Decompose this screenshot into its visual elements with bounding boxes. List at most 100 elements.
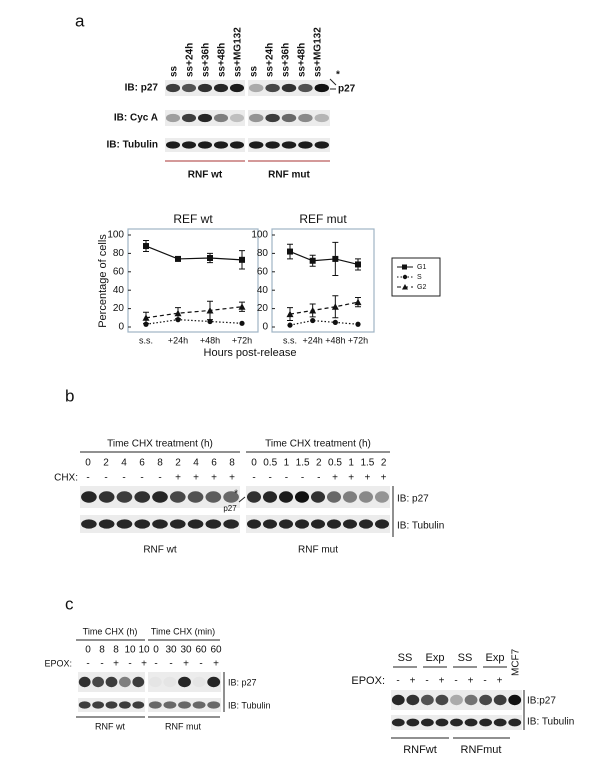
y-tick-label: 20 (257, 303, 269, 314)
group-label: RNF wt (143, 545, 177, 556)
legend-label: S (417, 274, 422, 281)
y-tick-label: 80 (113, 248, 125, 259)
chart-title: REF mut (299, 212, 347, 226)
group-label: RNFmut (461, 744, 502, 756)
band-label: p27 (223, 504, 237, 513)
blot-band (358, 491, 374, 503)
point (175, 255, 181, 262)
blot-band (116, 491, 133, 503)
legend-marker (402, 264, 407, 270)
y-tick-label: 40 (257, 285, 269, 296)
point (355, 261, 361, 268)
legend-marker (402, 284, 408, 290)
lane-label: ss (169, 65, 180, 77)
blot-band (464, 694, 478, 706)
y-tick-label: 100 (251, 230, 268, 241)
point (332, 255, 339, 262)
condition-label: Exp (486, 652, 505, 664)
blot-band (281, 83, 297, 93)
blot-band (406, 694, 420, 706)
blot-band (205, 491, 222, 503)
treatment-label: EPOX: (44, 658, 72, 668)
blot-band (165, 141, 181, 149)
point (174, 309, 182, 317)
lane-label: 8 (113, 645, 119, 656)
lane-label: - (104, 473, 107, 484)
lane-label: - (483, 676, 486, 687)
lane-label: 8 (229, 458, 235, 469)
point (287, 248, 293, 255)
lane-label: + (213, 659, 219, 670)
lane-label: 60 (195, 645, 207, 656)
lane-label: 4 (121, 458, 127, 469)
blot-band (314, 141, 330, 149)
blot-band (265, 113, 280, 123)
blot-band (508, 694, 522, 706)
lane-label: - (269, 473, 272, 484)
blot-band (169, 519, 186, 529)
blot-band (358, 519, 374, 529)
lane-label: ss+48h (217, 43, 228, 77)
blot-band (248, 83, 264, 93)
blot-band (98, 491, 115, 503)
series-line (145, 306, 243, 319)
row-label: IB: Tubulin (107, 140, 158, 151)
point (354, 298, 362, 306)
treatment-label: CHX: (54, 473, 78, 484)
blot-band (246, 519, 262, 529)
blot-band (169, 491, 186, 503)
y-tick-label: 100 (107, 230, 124, 241)
lane-label: 6 (139, 458, 145, 469)
blot-band (213, 83, 229, 93)
lane-label: + (175, 473, 181, 484)
blot-band (165, 83, 181, 93)
lane-label: 1 (348, 458, 354, 469)
blot-band (116, 519, 133, 529)
lane-label: 0 (153, 645, 159, 656)
lane-label: - (128, 659, 131, 670)
panel-label: b (65, 386, 74, 405)
blot-band (310, 491, 326, 503)
blot-band (152, 519, 168, 529)
lane-label: 2 (316, 458, 322, 469)
blot-band (493, 694, 507, 706)
lane-label: - (158, 473, 161, 484)
blot-band (197, 83, 213, 93)
group-label: RNF mut (268, 170, 310, 181)
blot-band (420, 718, 434, 727)
series-line (289, 251, 359, 266)
blot-band (98, 519, 115, 529)
point (207, 255, 213, 261)
blot-band (406, 718, 420, 727)
lane-label: ss+36h (201, 43, 212, 77)
row-label: IB: Tubulin (228, 700, 271, 710)
lane-label: ss+MG132 (313, 27, 324, 77)
blot-band (213, 141, 229, 149)
lane-label: - (122, 473, 125, 484)
condition-label: SS (398, 652, 413, 664)
blot-band (223, 491, 239, 503)
point (142, 314, 150, 321)
lane-label: + (229, 473, 235, 484)
lane-label: 1.5 (296, 458, 310, 469)
lane-label: + (410, 676, 416, 687)
blot-band (119, 701, 131, 709)
lane-label: ss+MG132 (233, 27, 244, 77)
point (287, 322, 293, 328)
lane-label: + (439, 676, 445, 687)
blot-band (92, 676, 104, 688)
group-header: Time CHX treatment (h) (265, 439, 371, 450)
blot-band (265, 141, 280, 149)
group-label: RNFwt (403, 744, 437, 756)
blot-band (391, 694, 405, 706)
group-label: RNF wt (95, 721, 125, 731)
blot-band (294, 519, 310, 529)
blot-band (213, 113, 229, 123)
blot-band (278, 519, 294, 529)
point (331, 303, 339, 310)
lane-label: 6 (211, 458, 217, 469)
lane-label: 0 (85, 458, 91, 469)
blot-band (105, 701, 118, 709)
lane-label: - (154, 659, 157, 670)
